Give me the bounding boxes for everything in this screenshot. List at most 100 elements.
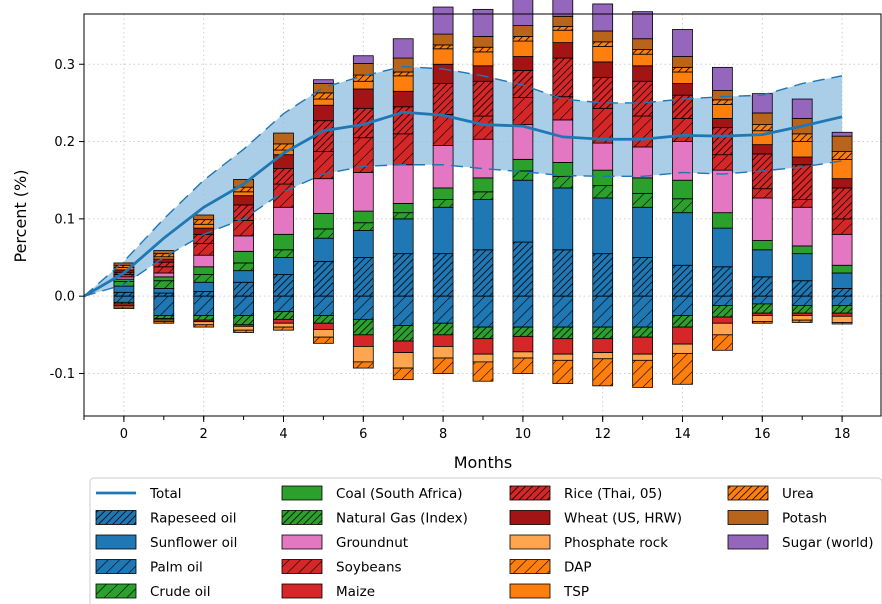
legend-label: Coal (South Africa) [336, 486, 463, 502]
bar-segment [472, 51, 494, 67]
legend-swatch [281, 485, 323, 501]
legend-label: Urea [782, 486, 814, 502]
bar-segment [712, 227, 733, 268]
bar-segment [592, 358, 614, 387]
bar-segment [632, 115, 653, 148]
bar-segment [352, 346, 374, 363]
bar-segment [193, 254, 215, 268]
bar-segment [552, 338, 574, 355]
bar-segment [672, 198, 693, 214]
legend-swatch [281, 534, 323, 550]
bar-segment [193, 321, 215, 326]
x-tick-label: 8 [439, 427, 447, 442]
bar-segment [273, 257, 294, 275]
bar-segment [392, 295, 414, 326]
legend-label: Phosphate rock [564, 535, 668, 551]
bar-segment [432, 63, 454, 84]
bar-segment [672, 83, 693, 96]
bar-segment [751, 197, 773, 241]
lower-bound-line [83, 160, 843, 297]
bar-segment [153, 315, 175, 319]
bar-segment [233, 281, 254, 297]
bar-segment [712, 295, 733, 306]
bar-segment [153, 321, 175, 324]
bar-segment [392, 325, 414, 342]
bar-segment [432, 33, 454, 46]
bar-segment [512, 56, 534, 71]
bar-segment [432, 253, 454, 297]
x-axis-label: Months [454, 453, 512, 472]
bar-segment [352, 334, 374, 347]
bar-segment [672, 343, 693, 354]
bar-segment [313, 329, 334, 338]
bar-segment [233, 315, 254, 326]
bar-segment [552, 175, 574, 189]
total-line [83, 110, 843, 298]
bar-segment [352, 55, 374, 64]
bar-segment [233, 235, 254, 252]
bar-segment [712, 212, 733, 229]
bar-segment [632, 80, 653, 117]
y-axis-label: Percent (%) [11, 170, 30, 263]
bar-segment [712, 90, 733, 101]
bar-segment [352, 63, 374, 76]
bar-segment [193, 223, 215, 229]
bar-segment [193, 281, 215, 292]
bar-segment [313, 295, 334, 316]
bar-segment [632, 38, 653, 50]
bar-segment [313, 104, 334, 122]
bar-segment [392, 71, 414, 77]
y-tick-label: 0.3 [54, 58, 75, 73]
legend-swatch [727, 510, 769, 525]
bar-segment [672, 352, 693, 385]
bar-segment [751, 144, 773, 155]
bar-segment [273, 295, 294, 313]
bar-segment [592, 253, 614, 297]
bar-segment [273, 311, 294, 320]
bar-group [113, 0, 853, 388]
x-axis-ticks: 0 2 4 6 8 10 12 14 16 18 [83, 416, 850, 442]
bar-segment [273, 249, 294, 258]
bar-segment [672, 56, 693, 68]
bar-segment [672, 295, 693, 316]
bar-segment [193, 233, 215, 245]
bar-segment [831, 233, 853, 266]
bar-segment [552, 119, 574, 163]
bar-segment [432, 48, 454, 65]
bar-segment [273, 183, 294, 208]
legend-swatch [95, 583, 137, 599]
bar-segment [751, 303, 773, 314]
bar-segment [193, 243, 215, 256]
bar-segment [512, 351, 534, 359]
bar-segment [512, 158, 534, 172]
bar-segment [672, 264, 693, 297]
bar-segment [153, 266, 175, 274]
bar-segment [472, 338, 494, 355]
bar-segment [592, 169, 614, 187]
bar-segment [632, 336, 653, 355]
bar-segment [233, 191, 254, 197]
bar-segment [392, 38, 414, 59]
y-tick-label: 0.0 [54, 290, 75, 305]
bar-segment [831, 135, 853, 153]
legend-swatch [95, 510, 137, 525]
bar-segment [552, 326, 574, 340]
bar-segment [751, 295, 773, 305]
legend-label: Crude oil [150, 584, 210, 600]
legend-label: Rice (Thai, 05) [564, 486, 662, 502]
bar-segment [432, 83, 454, 115]
legend-swatch [509, 534, 551, 550]
bar-segment [472, 353, 494, 363]
bar-segment [392, 57, 414, 73]
total-lines [83, 65, 843, 298]
y-tick-label: 0.1 [54, 212, 75, 227]
bar-segment [672, 326, 693, 345]
bar-segment [512, 241, 534, 297]
bar-segment [751, 112, 773, 125]
bar-segment [632, 326, 653, 338]
bar-segment [712, 154, 733, 171]
bar-segment [233, 220, 254, 237]
bar-segment [273, 326, 294, 331]
bar-segment [672, 315, 693, 328]
bar-segment [113, 295, 135, 303]
